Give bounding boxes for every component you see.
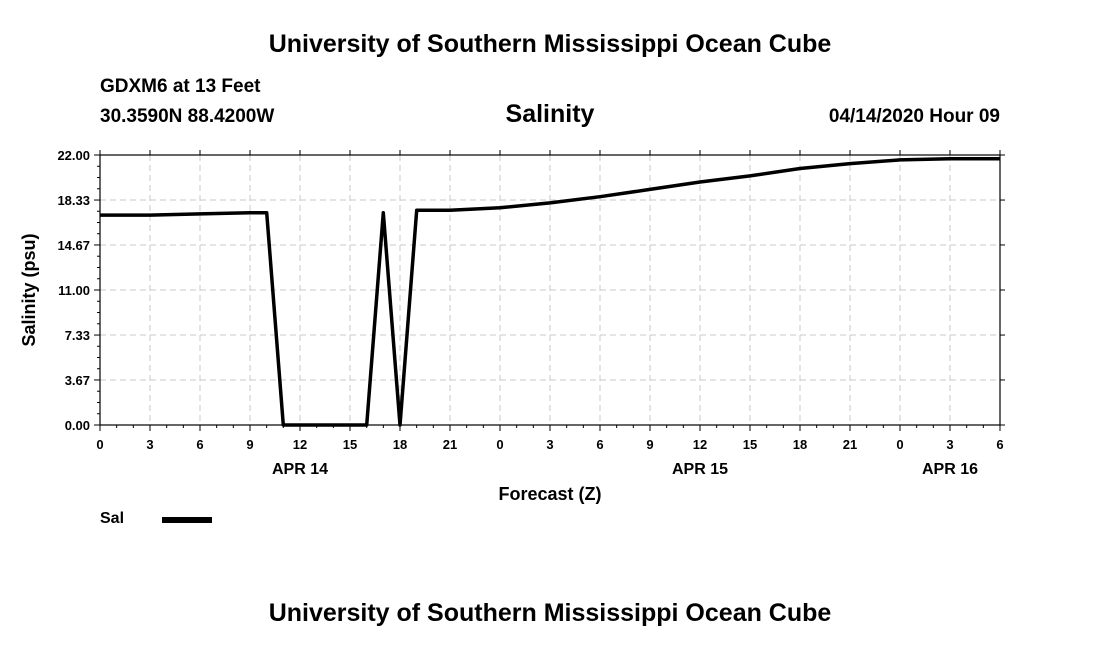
- y-tick-label: 11.00: [58, 283, 90, 298]
- x-tick-label: 3: [146, 437, 153, 452]
- y-tick-label: 0.00: [65, 418, 90, 433]
- coordinates-label: 30.3590N 88.4200W: [100, 106, 275, 127]
- legend-line-swatch: [162, 517, 212, 523]
- x-tick-label: 6: [996, 437, 1003, 452]
- x-tick-label: 6: [596, 437, 603, 452]
- x-tick-label: 9: [246, 437, 253, 452]
- x-tick-label: 18: [393, 437, 407, 452]
- x-tick-label: 6: [196, 437, 203, 452]
- y-tick-label: 18.33: [57, 193, 90, 208]
- series-line-salinity: [100, 156, 1000, 427]
- x-tick-label: 12: [693, 437, 707, 452]
- x-tick-label: 0: [896, 437, 903, 452]
- x-day-label: APR 16: [922, 461, 978, 478]
- x-day-label: APR 14: [272, 461, 328, 478]
- x-tick-label: 21: [443, 437, 457, 452]
- legend-label: Sal: [100, 510, 125, 527]
- y-tick-label: 22.00: [57, 148, 90, 163]
- y-axis-label: Salinity (psu): [19, 233, 39, 346]
- x-tick-label: 15: [743, 437, 757, 452]
- x-axis-label: Forecast (Z): [498, 484, 601, 504]
- x-tick-label: 0: [496, 437, 503, 452]
- x-tick-label: 3: [546, 437, 553, 452]
- y-tick-label: 14.67: [57, 238, 90, 253]
- station-label: GDXM6 at 13 Feet: [100, 76, 261, 97]
- forecast-datetime: 04/14/2020 Hour 09: [828, 106, 1000, 127]
- x-tick-label: 18: [793, 437, 807, 452]
- y-tick-label: 3.67: [65, 373, 90, 388]
- x-tick-label: 9: [646, 437, 653, 452]
- x-day-label: APR 15: [672, 461, 728, 478]
- x-tick-label: 15: [343, 437, 357, 452]
- chart-title-top: University of Southern Mississippi Ocean…: [268, 30, 832, 58]
- x-tick-label: 0: [96, 437, 103, 452]
- x-tick-label: 12: [293, 437, 307, 452]
- variable-title: Salinity: [505, 100, 595, 128]
- x-tick-label: 21: [843, 437, 857, 452]
- chart-title-bottom: University of Southern Mississippi Ocean…: [268, 599, 832, 627]
- y-tick-label: 7.33: [65, 328, 90, 343]
- x-tick-label: 3: [946, 437, 953, 452]
